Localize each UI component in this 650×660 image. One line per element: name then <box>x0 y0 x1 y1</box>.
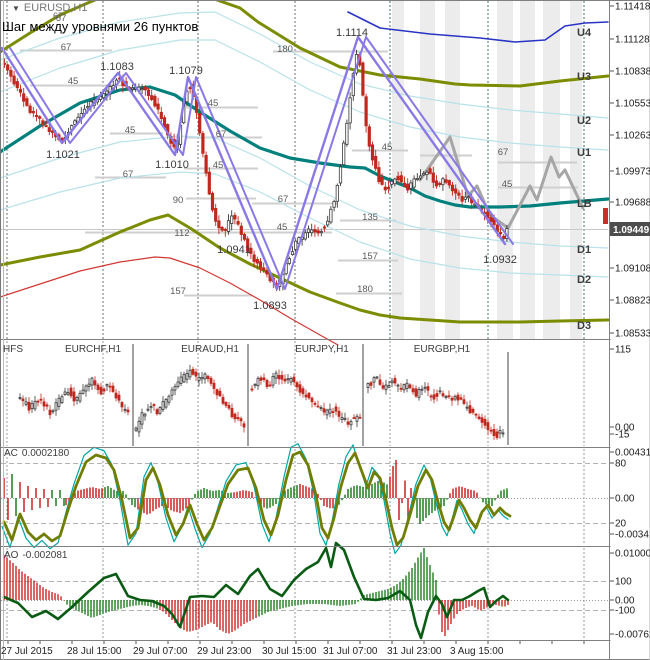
pip-distance-label: 67 <box>498 147 509 158</box>
scale-tick-label: 1.09973 <box>615 167 650 178</box>
swing-price-label: 1.1083 <box>100 61 134 73</box>
pip-distance-label: 67 <box>216 129 227 140</box>
symbol-period-label: EURUSD,H1 <box>23 2 88 14</box>
ac-indicator-label: AC 0.0002180 <box>4 448 69 459</box>
swing-price-label: 1.1079 <box>169 65 203 77</box>
scale-tick-label: 1.10263 <box>615 131 650 142</box>
band-level-label: U4 <box>577 27 592 39</box>
scale-tick-label: 1.09688 <box>615 198 650 209</box>
swing-price-label: 1.1021 <box>46 149 80 161</box>
band-level-label: D3 <box>577 320 591 332</box>
pip-distance-label: 45 <box>208 98 219 109</box>
pip-distance-label: 45 <box>125 125 136 136</box>
price-scale-column[interactable]: 1.11418 1.11128 1.10838 1.10553 1.10263 1.099… <box>610 1 650 659</box>
pip-distance-label: 45 <box>213 160 224 171</box>
level-step-annotation: Шаг между уровнями 26 пунктов <box>2 19 199 34</box>
band-level-label: D2 <box>577 274 591 286</box>
scale-tick-label: 0.004311 <box>615 448 650 459</box>
time-axis-label: 29 Jul 07:00 <box>133 646 188 657</box>
scale-tick-label: -0.003411 <box>615 530 650 541</box>
scale-tick-label: 1.10553 <box>615 99 650 110</box>
pip-distance-label: 157 <box>170 286 186 297</box>
scale-tick-label: 1.08533 <box>615 329 650 340</box>
price-marker <box>603 208 608 224</box>
hfs-symbol-label: EURCHF,H1 <box>65 344 122 355</box>
ao-indicator-name: AO <box>4 550 19 561</box>
hfs-symbol-label: EURAUD,H1 <box>181 344 239 355</box>
ao-indicator-label: AO -0.002081 <box>4 550 68 561</box>
scale-tick-label: -15 <box>615 430 630 441</box>
scale-tick-label: 1.08823 <box>615 296 650 307</box>
swing-price-label: 1.0941 <box>217 244 251 256</box>
band-level-label: U2 <box>577 115 591 127</box>
chart-labels: 67 67 45 45 67 45 67 45 90 112 157 67 45 180 135 157 180… <box>46 13 592 332</box>
time-axis-row[interactable]: 27 Jul 2015 28 Jul 15:00 29 Jul 07:00 29 Ju… <box>1 641 585 657</box>
pip-distance-label: 112 <box>174 228 189 239</box>
time-axis-label: 29 Jul 23:00 <box>197 646 252 657</box>
scale-tick-label: 1.09108 <box>615 264 650 275</box>
scale-tick-label: -100 <box>615 606 635 617</box>
ac-panel <box>1 443 608 555</box>
ao-indicator-value: -0.002081 <box>22 550 68 561</box>
scale-tick-label: 115 <box>615 345 631 356</box>
time-axis-label: 28 Jul 15:00 <box>67 646 122 657</box>
time-axis-label: 31 Jul 23:00 <box>387 646 442 657</box>
symbol-title[interactable]: ▼ EURUSD,H1 <box>12 2 88 14</box>
ac-indicator-name: AC <box>4 448 18 459</box>
pip-distance-label: 180 <box>357 284 373 295</box>
time-axis-label: 30 Jul 15:00 <box>262 646 317 657</box>
title-level-label: 67 <box>53 11 64 21</box>
band-level-label: U3 <box>577 71 591 83</box>
hfs-symbol-label: EURGBP,H1 <box>414 344 471 355</box>
pip-distance-label: 67 <box>61 42 72 53</box>
pip-distance-label: 45 <box>68 76 79 87</box>
scale-tick-label: 0.010002 <box>615 549 650 560</box>
grid-lines <box>1 1 608 639</box>
band-level-label: D1 <box>577 244 591 256</box>
hfs-panel: EURCHF,H1 EURAUD,H1 EURJPY,H1 EURGBP,H1 <box>18 344 509 446</box>
pip-distance-label: 135 <box>362 212 378 223</box>
swing-price-label: 1.0893 <box>253 300 287 312</box>
zigzag-lines <box>0 35 514 291</box>
pip-distance-label: 90 <box>173 195 184 206</box>
scale-tick-label: 1.10838 <box>615 67 650 78</box>
scale-tick-label: 100 <box>615 577 632 588</box>
swing-price-label: 1.0932 <box>483 254 517 266</box>
pip-distance-label: 45 <box>277 222 288 233</box>
current-price-badge: 1.09449 <box>613 225 650 236</box>
pip-distance-label: 67 <box>123 169 134 180</box>
pip-distance-label: 180 <box>277 44 293 55</box>
pip-distance-label: 67 <box>56 13 67 24</box>
hfs-symbol-label: EURJPY,H1 <box>295 344 349 355</box>
ao-panel <box>1 541 608 640</box>
swing-price-label: 1.1010 <box>155 159 189 171</box>
band-level-label: LB <box>577 198 592 210</box>
scale-tick-label: 0.00 <box>615 494 635 505</box>
scale-tick-label: 0.00 <box>615 423 635 434</box>
pip-distance-label: 157 <box>362 251 378 262</box>
time-axis-label: 31 Jul 07:00 <box>323 646 378 657</box>
scale-tick-label: -0.007621 <box>615 630 650 641</box>
time-axis-label: 27 Jul 2015 <box>1 646 53 657</box>
hfs-indicator-name: HFS <box>3 344 23 355</box>
swing-price-label: 1.1114 <box>336 27 368 39</box>
pip-distance-label: 67 <box>278 194 289 205</box>
ac-indicator-value: 0.0002180 <box>21 448 70 459</box>
scale-tick-label: 1.11128 <box>615 35 650 46</box>
time-axis-label: 3 Aug 15:00 <box>450 646 504 657</box>
band-lines <box>0 0 610 346</box>
chevron-down-icon[interactable]: ▼ <box>12 4 20 13</box>
pip-distance-label: 45 <box>502 179 513 190</box>
scale-tick-label: 20 <box>615 519 627 530</box>
scale-tick-label: 1.11418 <box>615 2 650 13</box>
scale-tick-label: 0.00 <box>615 596 635 607</box>
scale-tick-label: 80 <box>615 459 627 470</box>
pip-distance-label: 45 <box>382 142 393 153</box>
hfs-indicator-label: HFS <box>3 344 23 355</box>
band-level-label: U1 <box>577 147 591 159</box>
